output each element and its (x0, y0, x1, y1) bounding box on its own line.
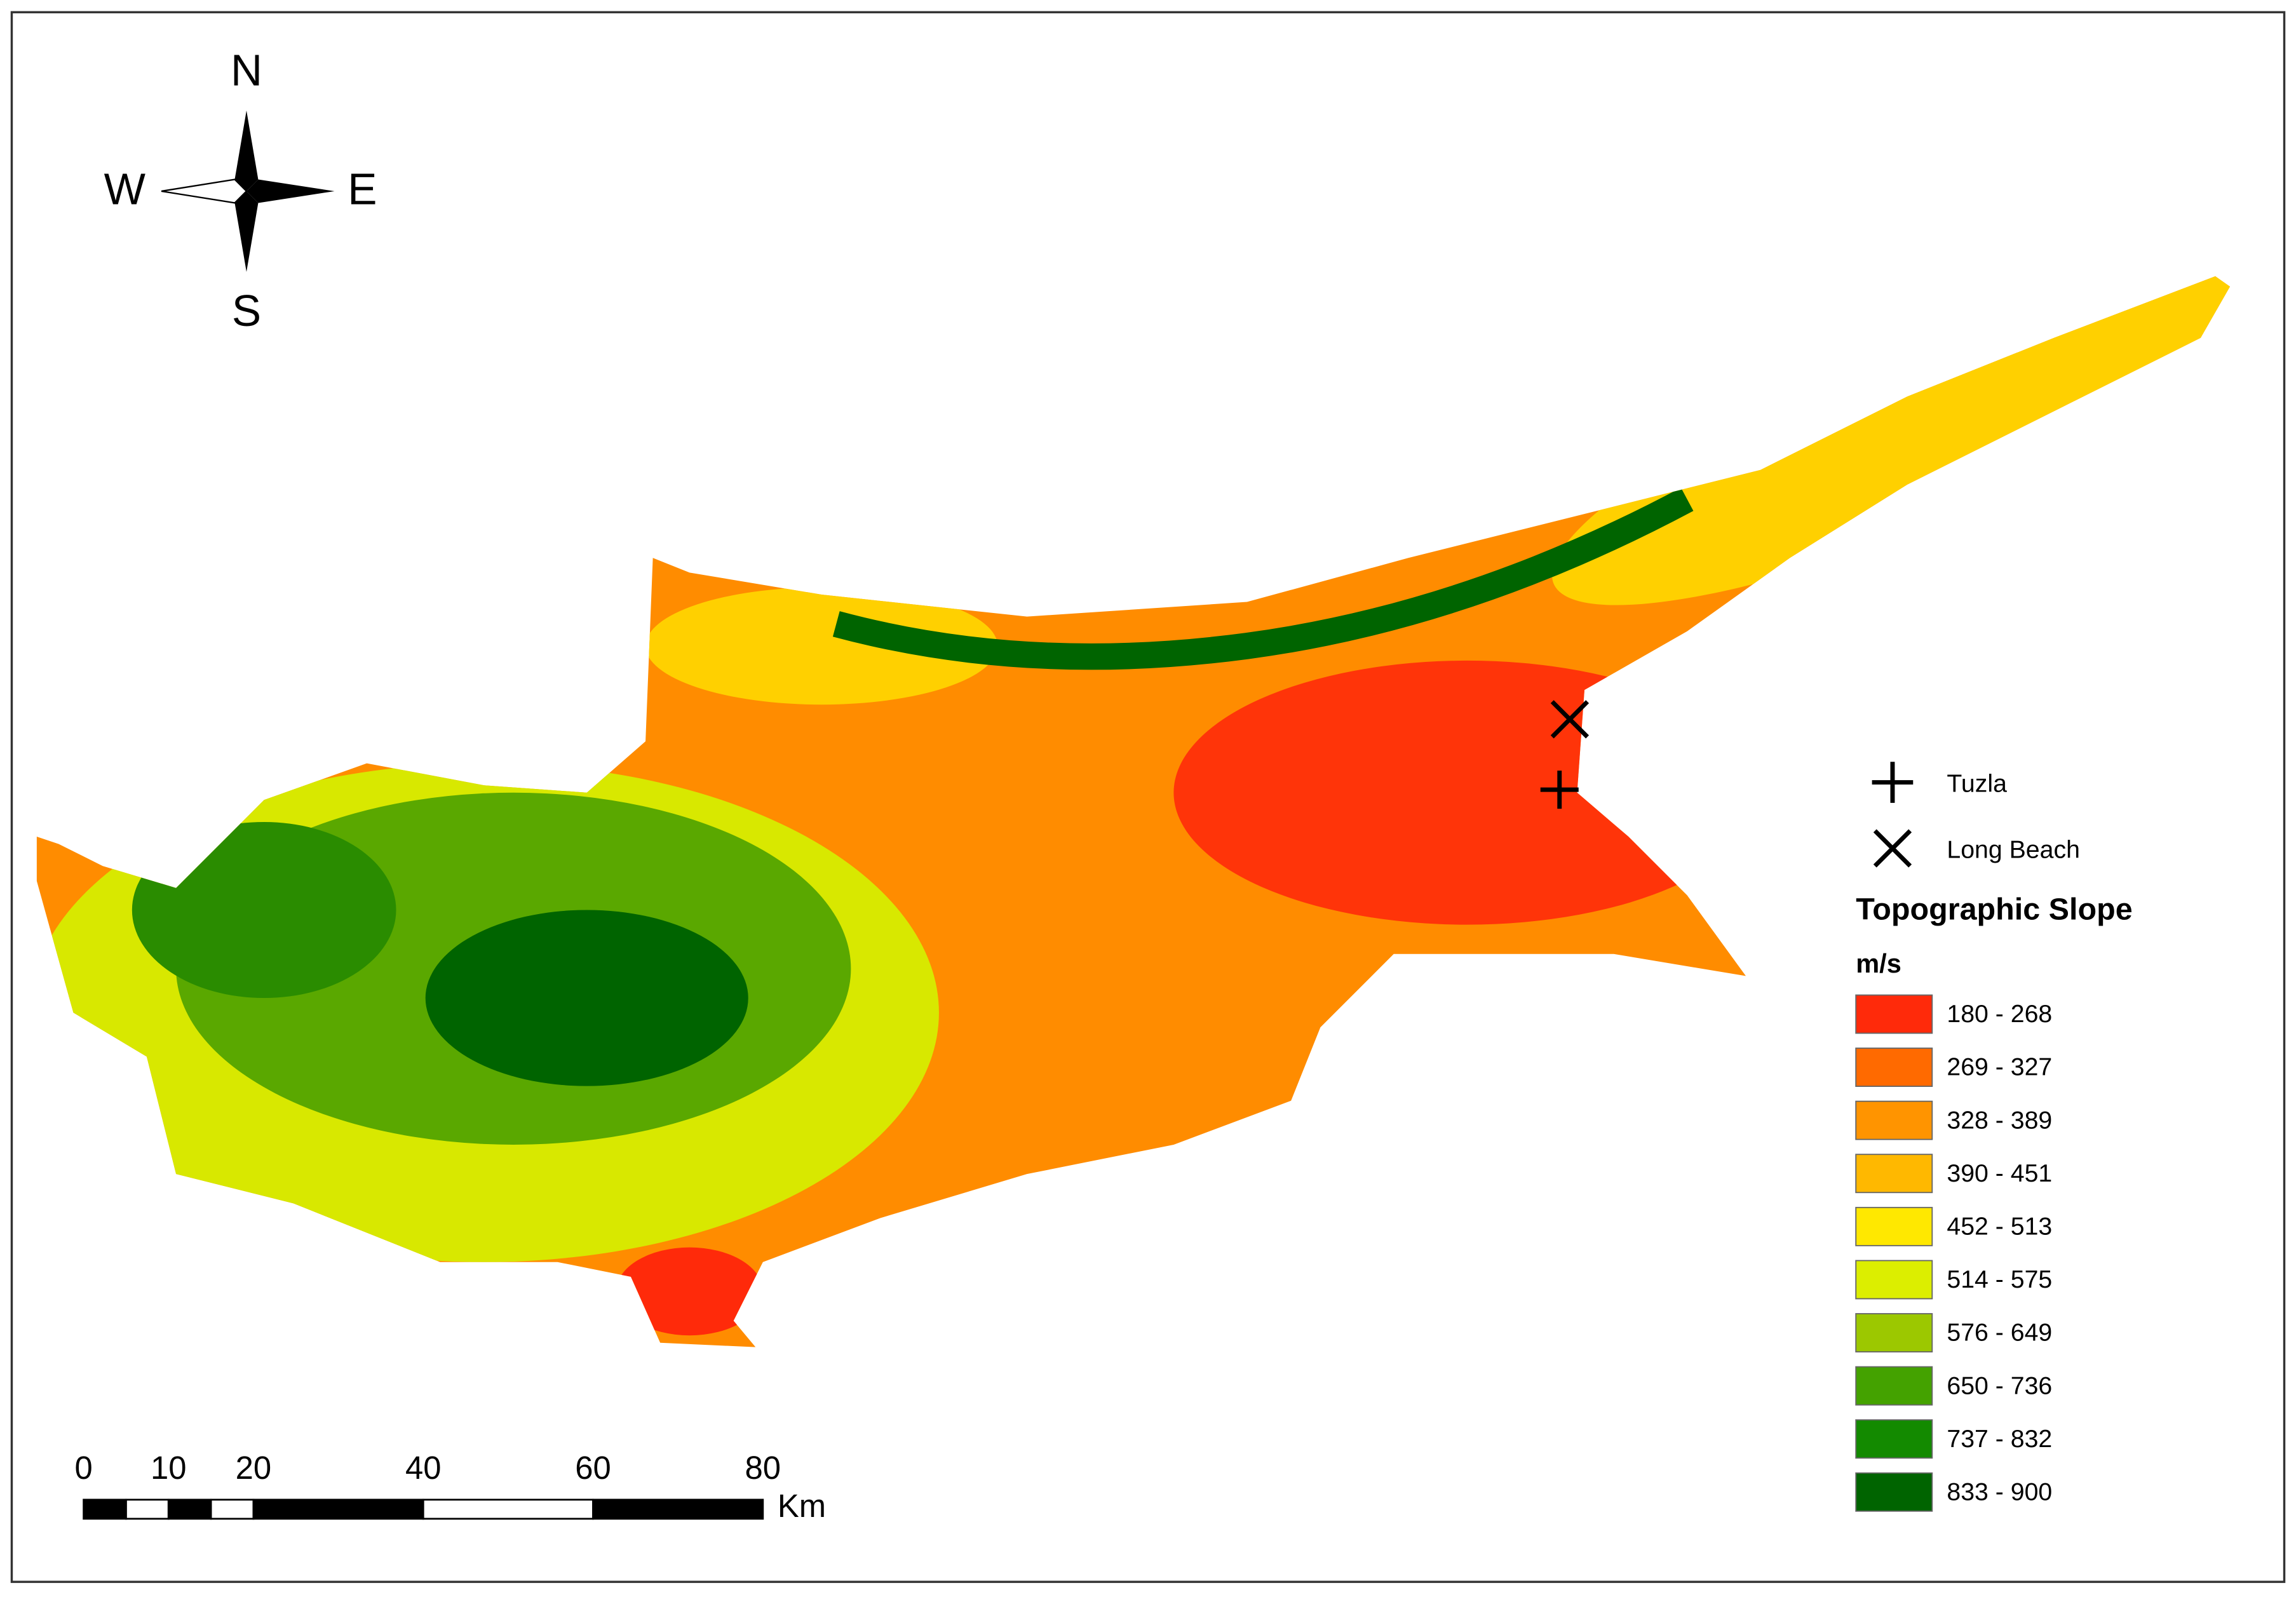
compass-east: E (348, 165, 377, 214)
legend-swatch (1855, 1100, 1933, 1140)
legend-title: Topographic Slope (1856, 893, 2132, 927)
scale-tick-label: 40 (405, 1450, 442, 1486)
legend-label: 650 - 736 (1947, 1371, 2052, 1399)
legend-label: 328 - 389 (1947, 1106, 2052, 1134)
site-markers (1540, 700, 1914, 868)
legend-swatch (1855, 1419, 1933, 1459)
scale-segment (592, 1499, 764, 1520)
legend-label: 737 - 832 (1947, 1425, 2052, 1453)
marker-label: Long Beach (1947, 836, 2080, 864)
compass-north: N (231, 46, 262, 95)
scale-segment (422, 1499, 594, 1520)
compass-south: S (232, 286, 261, 335)
legend-unit: m/s (1856, 948, 1901, 978)
scale-tick-label: 10 (151, 1450, 187, 1486)
legend-swatch (1855, 994, 1933, 1034)
frame (10, 11, 2286, 1583)
legend-swatch (1855, 1154, 1933, 1194)
legend-swatch (1855, 1048, 1933, 1088)
legend-swatch (1855, 1366, 1933, 1406)
compass-rose (161, 110, 335, 272)
legend-label: 390 - 451 (1947, 1159, 2052, 1187)
scale-tick-label: 60 (575, 1450, 611, 1486)
legend-swatch (1855, 1472, 1933, 1512)
scale-segment (125, 1499, 170, 1520)
scale-segment (167, 1499, 212, 1520)
legend-label: 452 - 513 (1947, 1213, 2052, 1241)
scale-segment (210, 1499, 255, 1520)
scale-segment (252, 1499, 424, 1520)
legend-label: 514 - 575 (1947, 1265, 2052, 1293)
scale-tick-label: 80 (745, 1450, 781, 1486)
scale-unit: Km (778, 1488, 826, 1524)
legend-label: 833 - 900 (1947, 1478, 2052, 1506)
legend-label: 269 - 327 (1947, 1053, 2052, 1081)
legend-label: 180 - 268 (1947, 1000, 2052, 1028)
scale-segment (83, 1499, 127, 1520)
compass-west: W (104, 165, 146, 214)
marker-label: Tuzla (1947, 770, 2007, 798)
legend-swatch (1855, 1260, 1933, 1300)
scale-tick-label: 20 (236, 1450, 272, 1486)
legend-swatch (1855, 1206, 1933, 1246)
legend-label: 576 - 649 (1947, 1319, 2052, 1347)
legend-swatch (1855, 1313, 1933, 1352)
scale-tick-label: 0 (74, 1450, 92, 1486)
